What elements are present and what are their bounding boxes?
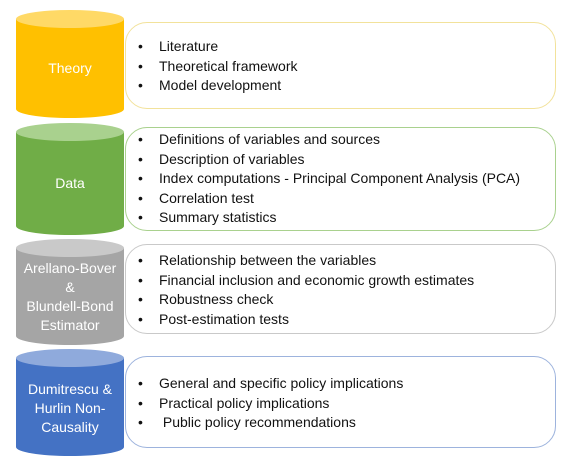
causality-list: General and specific policy implications…: [126, 374, 555, 433]
list-item: Post-estimation tests: [126, 310, 555, 330]
causality-cylinder-shape: [16, 349, 124, 456]
list-item: Public policy recommendations: [126, 413, 555, 433]
estimator-cylinder: Arellano-Bover & Blundell-Bond Estimator: [16, 239, 124, 345]
list-item: Summary statistics: [126, 208, 555, 228]
list-item: Robustness check: [126, 290, 555, 310]
causality-label: Dumitrescu & Hurlin Non- Causality: [27, 380, 113, 435]
data-label: Data: [55, 175, 85, 191]
causality-box: General and specific policy implications…: [125, 356, 556, 448]
list-item: Relationship between the variables: [126, 251, 555, 271]
list-item: Literature: [126, 37, 555, 57]
estimator-label: Arellano-Bover & Blundell-Bond Estimator: [23, 260, 117, 333]
data-cylinder: Data: [16, 123, 124, 235]
theory-cylinder: Theory: [16, 10, 124, 118]
theory-list: Literature Theoretical framework Model d…: [126, 37, 555, 96]
list-item: Theoretical framework: [126, 57, 555, 77]
estimator-cylinder-shape: [16, 239, 124, 345]
data-list: Definitions of variables and sources Des…: [126, 130, 555, 228]
list-item: Index computations - Principal Component…: [126, 169, 555, 189]
data-box: Definitions of variables and sources Des…: [125, 127, 556, 231]
estimator-list: Relationship between the variables Finan…: [126, 251, 555, 329]
list-item: Description of variables: [126, 150, 555, 170]
list-item: Model development: [126, 76, 555, 96]
list-item: Practical policy implications: [126, 394, 555, 414]
theory-cylinder-shape: [16, 10, 124, 118]
theory-box: Literature Theoretical framework Model d…: [125, 22, 556, 109]
list-item: Financial inclusion and economic growth …: [126, 271, 555, 291]
list-item: Correlation test: [126, 189, 555, 209]
list-item: Definitions of variables and sources: [126, 130, 555, 150]
theory-label: Theory: [48, 60, 92, 76]
estimator-box: Relationship between the variables Finan…: [125, 244, 556, 334]
list-item: General and specific policy implications: [126, 374, 555, 394]
data-cylinder-shape: [16, 123, 124, 235]
causality-cylinder: Dumitrescu & Hurlin Non- Causality: [16, 349, 124, 456]
